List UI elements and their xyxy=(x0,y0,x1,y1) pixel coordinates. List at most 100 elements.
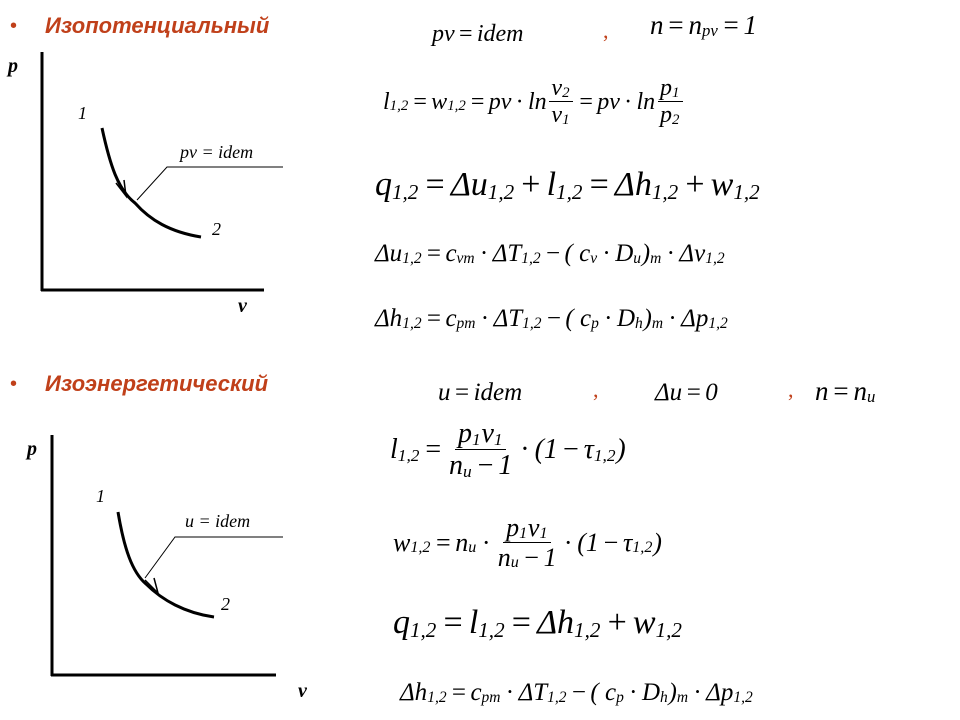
leader-line xyxy=(144,536,283,579)
formula-subscript: 1,2 xyxy=(705,250,725,268)
formula-symbol: D xyxy=(616,305,635,332)
formula-subscript: 1,2 xyxy=(547,689,567,707)
formula-symbol: Δh xyxy=(400,679,428,706)
section-title-isoenergetic: Изоэнергетический xyxy=(45,371,269,396)
formula-operator: + xyxy=(685,166,705,203)
formula-symbol: u xyxy=(438,379,451,406)
formula-symbol: pv xyxy=(432,21,455,47)
formula-work-l: l 1,2 = w 1,2 = pv · ln v 2 v 1 = pv · ln p 1 p 2 xyxy=(383,75,685,128)
formula-symbol: l xyxy=(468,604,479,641)
formula-operator: = xyxy=(579,88,593,115)
formula-subscript: 1,2 xyxy=(593,446,616,466)
formula-symbol: ) xyxy=(643,305,652,332)
formula-operator: = xyxy=(425,433,442,465)
formula-subscript: 1,2 xyxy=(447,98,466,115)
formula-operator: = xyxy=(426,240,441,267)
formula-subscript: 1,2 xyxy=(397,446,420,466)
graph-isoenergetic xyxy=(50,435,283,677)
formula-operator: · xyxy=(480,305,490,332)
formula-subscript: p xyxy=(616,689,624,707)
formula-symbol: Δp xyxy=(706,679,734,706)
formula-subscript: 1,2 xyxy=(402,315,422,333)
formula-symbol: p xyxy=(659,102,672,129)
formula-symbol: ΔT xyxy=(518,679,548,706)
formula-symbol: c xyxy=(445,240,457,267)
formula-symbol: ( c xyxy=(590,679,617,706)
formula-symbol: p xyxy=(506,513,520,542)
formula-symbol: ) xyxy=(653,527,662,557)
formula-symbol: v xyxy=(551,102,563,129)
formula-work-w: w 1,2 = n u · p 1 v 1 n u −1 · (1− τ 1,2) xyxy=(393,515,662,571)
formula-subscript: 1 xyxy=(671,84,680,101)
formula-subscript: 1 xyxy=(519,524,528,542)
formula-heat-q: q 1,2 = Δu 1,2 + l 1,2 = Δh 1,2 + w 1,2 xyxy=(375,166,761,204)
formula-symbol: D xyxy=(615,240,634,267)
formula-symbol: ΔT xyxy=(493,305,523,332)
formula-subscript: v xyxy=(590,250,598,268)
formula-symbol: 1 xyxy=(743,10,758,40)
formula-symbol: Δv xyxy=(679,240,706,267)
formula-symbol: Δu xyxy=(655,379,683,406)
curve-label: pv = idem xyxy=(180,142,254,162)
formula-subscript: 1,2 xyxy=(487,179,515,204)
formula-symbol: l xyxy=(383,88,390,115)
formula-subscript: 1,2 xyxy=(392,179,419,204)
formula-symbol: n xyxy=(853,376,867,406)
formula-subscript: u xyxy=(510,554,519,572)
formula-operator: = xyxy=(668,10,684,40)
formula-operator: · xyxy=(666,240,675,267)
formula-work-l: l 1,2 = p 1 v 1 n u −1 · (1− τ 1,2) xyxy=(390,420,626,481)
fraction-denominator: n u −1 xyxy=(449,450,512,480)
formula-heat-q: q 1,2 = l 1,2 = Δh 1,2 + w 1,2 xyxy=(393,604,683,642)
point-1-label: 1 xyxy=(96,486,105,506)
formula-operator: · xyxy=(629,679,638,706)
fraction-denominator: n u −1 xyxy=(498,542,557,572)
formula-symbol: w xyxy=(431,88,448,115)
formula-subscript: 1 xyxy=(493,430,503,450)
formula-operator: − xyxy=(524,542,539,572)
formula-operator: · xyxy=(505,679,515,706)
formula-operator: · xyxy=(624,88,633,115)
formula-symbol: w xyxy=(632,604,656,641)
formula-symbol: τ xyxy=(583,433,594,465)
formula-subscript: u xyxy=(866,386,876,406)
formula-subscript: 1,2 xyxy=(632,539,653,557)
formula-operator: · xyxy=(602,240,611,267)
y-axis-label: p xyxy=(8,55,18,77)
formula-operator: + xyxy=(521,166,541,203)
separator-comma: , xyxy=(788,377,794,402)
formula-operator: = xyxy=(470,88,485,115)
formula-operator: = xyxy=(686,379,701,406)
formula-subscript: u xyxy=(633,250,642,268)
formula-symbol: 0 xyxy=(705,379,718,406)
formula-subscript: 1,2 xyxy=(410,539,431,557)
direction-arrow-icon xyxy=(144,577,160,596)
formula-subscript: 1 xyxy=(562,112,570,129)
formula-operator: · xyxy=(563,527,573,557)
formula-delta-u-zero: Δu = 0 xyxy=(655,380,718,405)
formula-symbol: w xyxy=(710,166,734,203)
formula-symbol: q xyxy=(393,604,410,641)
formula-symbol: q xyxy=(375,166,392,203)
formula-symbol: n xyxy=(688,10,702,40)
formula-symbol: l xyxy=(546,166,557,203)
formula-symbol: v xyxy=(527,513,540,542)
formula-subscript: 1,2 xyxy=(574,617,601,642)
formula-symbol: Δh xyxy=(375,305,403,332)
formula-subscript: 1,2 xyxy=(522,315,542,333)
formula-subscript: h xyxy=(635,315,643,333)
formula-subscript: 1,2 xyxy=(651,179,679,204)
formula-subscript: vm xyxy=(456,250,475,268)
formula-subscript: 1,2 xyxy=(410,617,437,642)
formula-operator: − xyxy=(546,305,561,332)
formula-symbol: p xyxy=(659,75,672,101)
